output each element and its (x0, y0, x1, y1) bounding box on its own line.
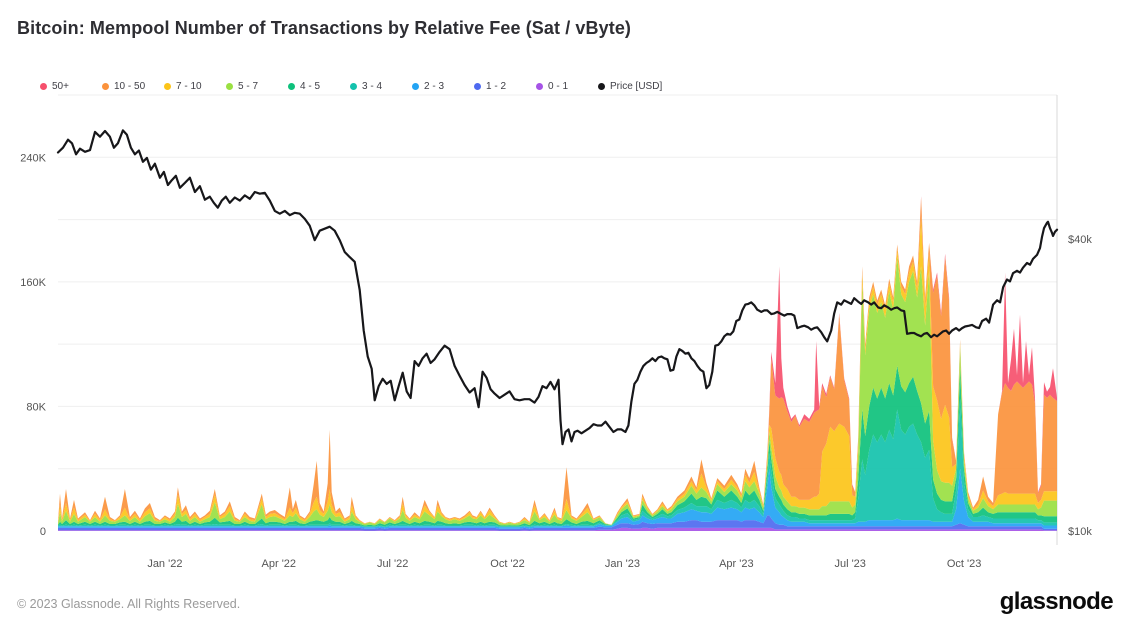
area-band-fee-1-2 (58, 515, 1057, 531)
page-title: Bitcoin: Mempool Number of Transactions … (17, 18, 632, 38)
y-axis-left-label: 80K (26, 401, 46, 413)
legend-label: 3 - 4 (362, 80, 383, 92)
legend-item-fee-1-2[interactable]: 1 - 2 (474, 81, 536, 92)
legend-label: Price [USD] (610, 80, 663, 92)
fee-band-areas (58, 196, 1057, 531)
x-axis-label: Jan '22 (147, 558, 182, 570)
x-axis-label: Apr '22 (262, 558, 297, 570)
area-band-fee-2-3 (58, 468, 1057, 529)
legend-label: 7 - 10 (176, 80, 202, 92)
glassnode-logo: glassnode (999, 588, 1114, 615)
legend-item-fee-5-7[interactable]: 5 - 7 (226, 81, 288, 92)
legend-label: 4 - 5 (300, 80, 321, 92)
x-axis-label: Jul '22 (377, 558, 408, 570)
legend-dot-fee-7-10 (164, 82, 171, 90)
legend-item-fee-7-10[interactable]: 7 - 10 (164, 81, 226, 92)
legend-label: 2 - 3 (424, 80, 445, 92)
legend-dot-price-usd (598, 82, 605, 90)
legend-dot-fee-0-1 (536, 82, 543, 90)
legend-dot-fee-1-2 (474, 82, 481, 90)
area-band-fee-0-1 (58, 527, 1057, 531)
y-axis-left-label: 240K (20, 152, 46, 164)
legend: 50+ 10 - 50 7 - 10 5 - 7 4 - 5 3 - 4 2 - 3 1 - … (40, 79, 662, 93)
legend-item-price-usd[interactable]: Price [USD] (598, 81, 662, 92)
legend-label: 5 - 7 (238, 80, 259, 92)
legend-item-fee-2-3[interactable]: 2 - 3 (412, 81, 474, 92)
x-axis-label: Jul '23 (834, 558, 865, 570)
copyright-text: © 2023 Glassnode. All Rights Reserved. (17, 597, 241, 611)
x-axis-label: Jan '23 (605, 558, 640, 570)
price-line (56, 129, 1059, 446)
legend-dot-fee-4-5 (288, 82, 295, 90)
legend-dot-fee-2-3 (412, 82, 419, 90)
legend-label: 1 - 2 (486, 80, 507, 92)
y-axis-right-label: $10k (1068, 526, 1092, 538)
legend-dot-fee-50-plus (40, 82, 47, 90)
y-axis-left-label: 0 (40, 526, 46, 538)
x-axis-label: Oct '22 (490, 558, 525, 570)
legend-label: 10 - 50 (114, 80, 146, 92)
x-axis-label: Oct '23 (947, 558, 982, 570)
legend-item-fee-0-1[interactable]: 0 - 1 (536, 81, 598, 92)
legend-dot-fee-5-7 (226, 82, 233, 90)
x-axis-label: Apr '23 (719, 558, 754, 570)
legend-label: 50+ (52, 80, 69, 92)
legend-dot-fee-10-50 (102, 82, 109, 90)
y-axis-left-label: 160K (20, 277, 46, 289)
area-band-fee-10-50 (58, 197, 1057, 525)
legend-label: 0 - 1 (548, 80, 569, 92)
legend-item-fee-50-plus[interactable]: 50+ (40, 81, 102, 92)
legend-item-fee-4-5[interactable]: 4 - 5 (288, 81, 350, 92)
legend-item-fee-10-50[interactable]: 10 - 50 (102, 81, 164, 92)
y-axis-right-label: $40k (1068, 234, 1092, 246)
legend-dot-fee-3-4 (350, 82, 357, 90)
legend-item-fee-3-4[interactable]: 3 - 4 (350, 81, 412, 92)
